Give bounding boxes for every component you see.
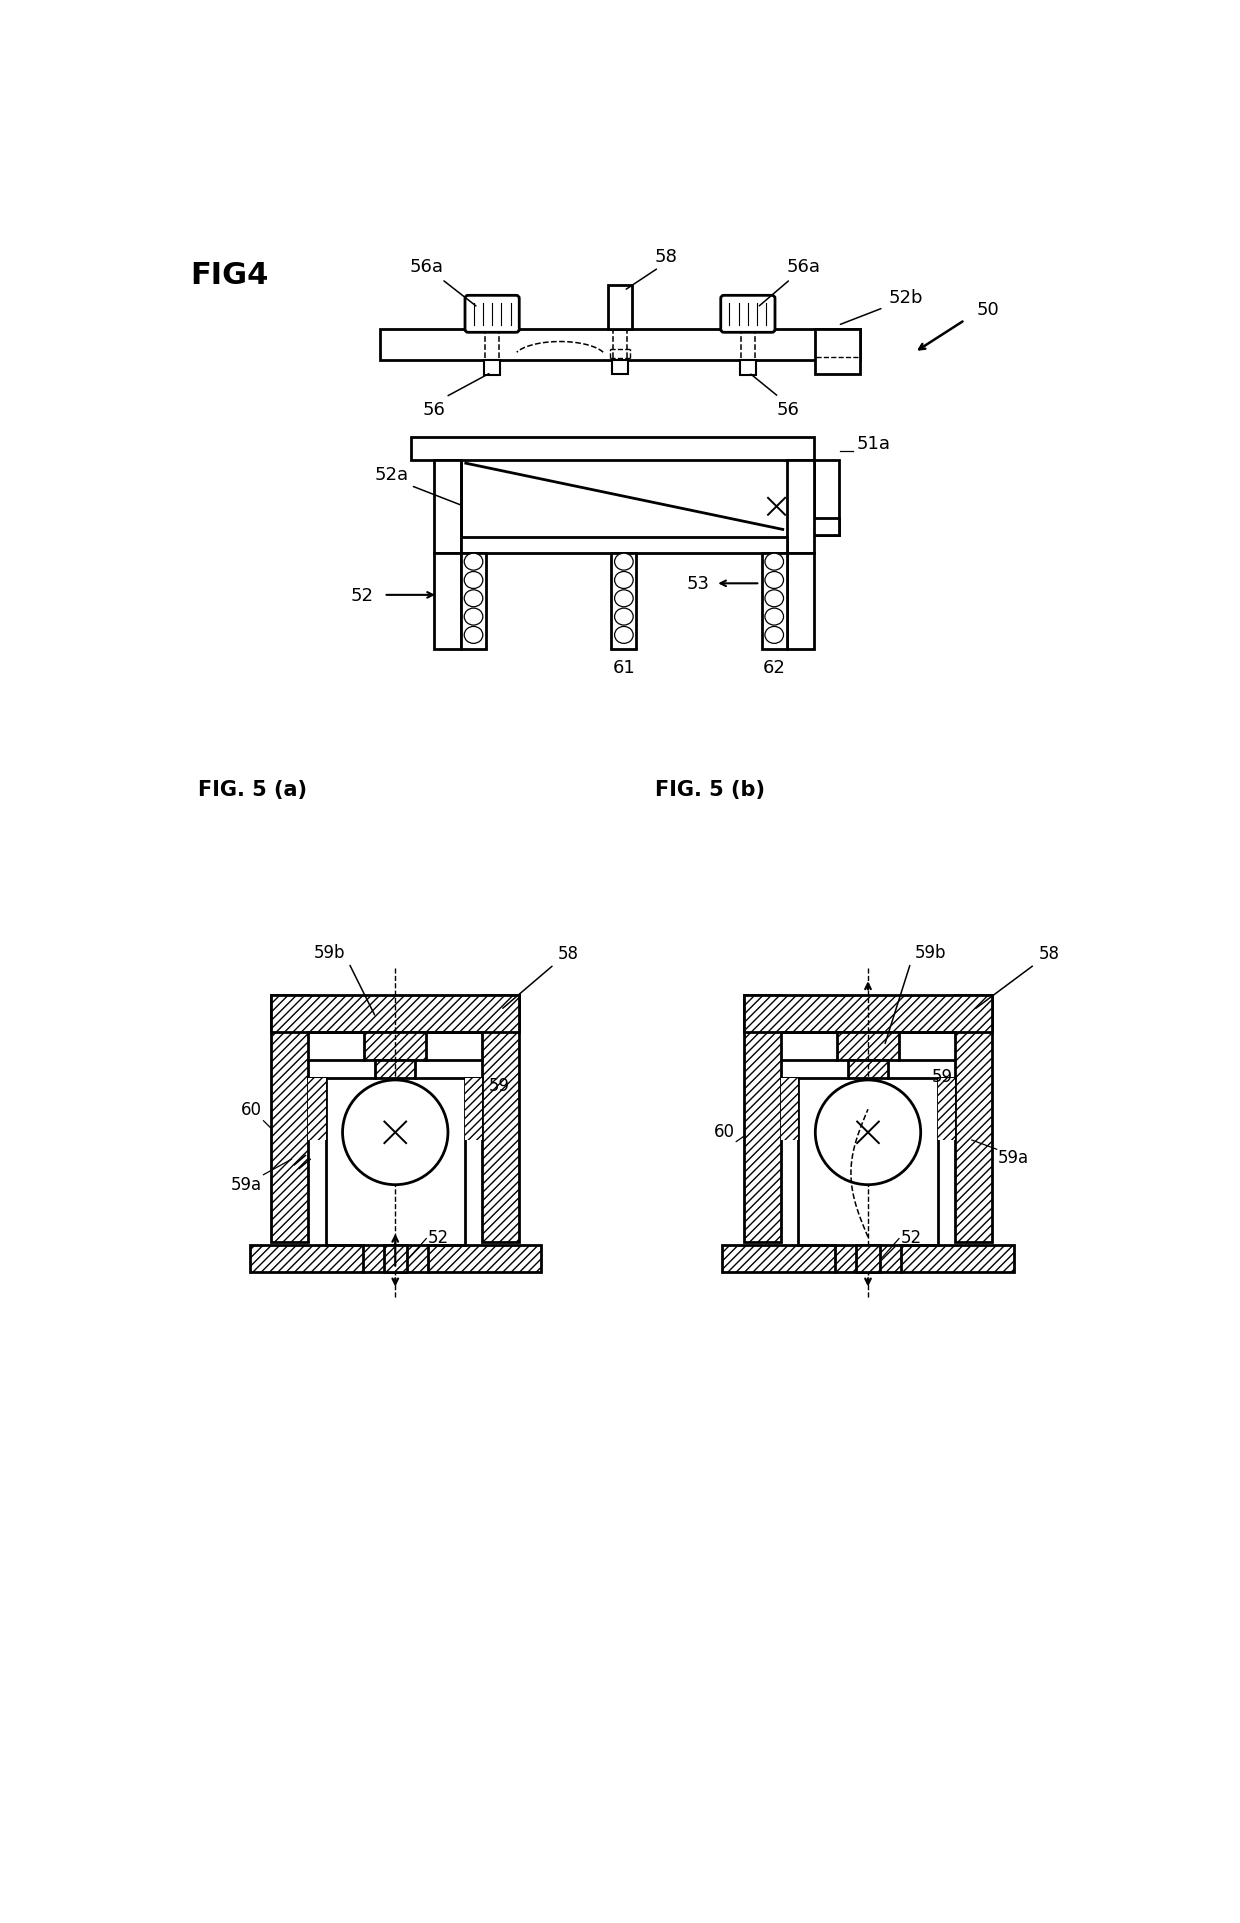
Bar — [461, 554, 486, 650]
Bar — [383, 1244, 407, 1273]
Text: 52: 52 — [428, 1229, 449, 1246]
Bar — [461, 538, 786, 554]
FancyBboxPatch shape — [720, 296, 775, 333]
Ellipse shape — [765, 554, 784, 571]
Bar — [485, 362, 500, 377]
Circle shape — [816, 1081, 920, 1185]
Bar — [781, 1079, 799, 1140]
Bar — [816, 331, 861, 375]
Text: FIG4: FIG4 — [190, 262, 268, 290]
Text: 59a: 59a — [998, 1148, 1029, 1165]
Bar — [740, 362, 755, 377]
Text: 51a: 51a — [857, 435, 890, 454]
Bar — [848, 1060, 888, 1079]
Text: 60: 60 — [241, 1100, 262, 1119]
Ellipse shape — [765, 590, 784, 608]
Text: FIG. 5 (b): FIG. 5 (b) — [655, 779, 765, 800]
Bar — [611, 554, 636, 650]
Ellipse shape — [464, 610, 482, 625]
FancyBboxPatch shape — [465, 296, 520, 333]
Bar — [379, 331, 861, 362]
Text: 58: 58 — [1039, 944, 1059, 963]
Ellipse shape — [615, 627, 634, 644]
Bar — [786, 554, 813, 650]
Text: 52: 52 — [351, 587, 373, 604]
Bar — [744, 996, 781, 1242]
Text: 52: 52 — [900, 1229, 921, 1246]
Text: 52b: 52b — [889, 288, 924, 308]
Bar — [482, 996, 520, 1242]
Ellipse shape — [765, 627, 784, 644]
Bar — [374, 1060, 415, 1079]
Text: 56a: 56a — [409, 258, 443, 277]
Bar — [955, 996, 992, 1242]
Bar — [465, 1079, 482, 1140]
Bar — [434, 554, 461, 650]
Text: 59b: 59b — [914, 942, 946, 962]
Text: 58: 58 — [655, 248, 678, 265]
Bar — [309, 1079, 325, 1140]
Ellipse shape — [615, 573, 634, 588]
Bar — [837, 1033, 899, 1060]
Bar — [272, 996, 520, 1033]
Bar — [722, 1244, 1014, 1273]
Ellipse shape — [464, 590, 482, 608]
Ellipse shape — [765, 610, 784, 625]
Bar — [609, 285, 631, 331]
Text: FIG. 5 (a): FIG. 5 (a) — [197, 779, 306, 800]
Bar — [795, 519, 838, 535]
Ellipse shape — [615, 554, 634, 571]
Text: 56: 56 — [776, 400, 800, 419]
Bar — [434, 462, 461, 554]
Bar — [761, 554, 786, 650]
Ellipse shape — [464, 627, 482, 644]
Text: 60: 60 — [714, 1123, 734, 1140]
Ellipse shape — [615, 610, 634, 625]
Text: 62: 62 — [763, 660, 786, 677]
Circle shape — [342, 1081, 448, 1185]
Text: 59b: 59b — [314, 942, 345, 962]
Ellipse shape — [765, 573, 784, 588]
Bar — [744, 996, 992, 1033]
Bar — [786, 462, 813, 554]
Text: 59: 59 — [489, 1077, 510, 1094]
Bar — [272, 996, 309, 1242]
Bar — [410, 438, 813, 462]
Text: 50: 50 — [977, 300, 999, 319]
Ellipse shape — [464, 554, 482, 571]
Bar — [613, 362, 627, 375]
Bar — [857, 1244, 879, 1273]
Ellipse shape — [464, 573, 482, 588]
Bar — [365, 1033, 427, 1060]
Bar — [249, 1244, 541, 1273]
Bar — [813, 462, 838, 535]
Text: 53: 53 — [686, 575, 709, 592]
Text: 58: 58 — [558, 944, 579, 963]
Bar — [937, 1079, 955, 1140]
Ellipse shape — [615, 590, 634, 608]
Text: 59a: 59a — [231, 1175, 262, 1192]
Text: 59: 59 — [931, 1067, 952, 1085]
Text: 56: 56 — [423, 400, 445, 419]
Text: 52a: 52a — [374, 465, 408, 485]
Text: 61: 61 — [613, 660, 635, 677]
Text: 56a: 56a — [786, 258, 821, 277]
